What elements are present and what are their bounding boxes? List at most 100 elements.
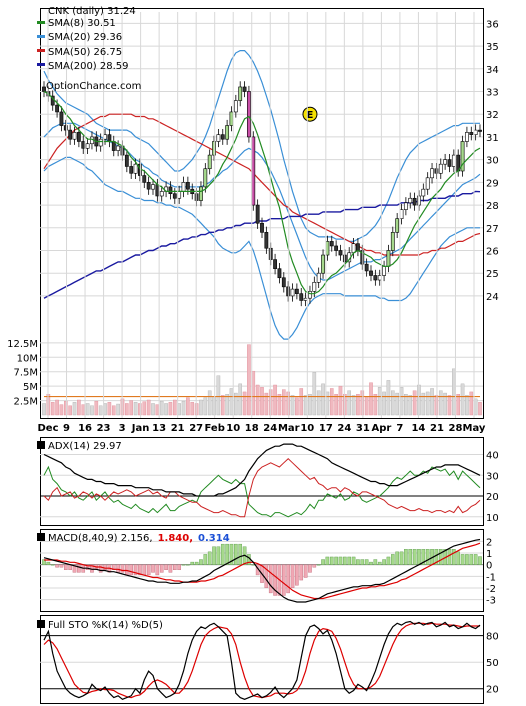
macd-histogram-bar: [273, 564, 277, 596]
adx-tick-label: 10: [486, 513, 499, 524]
volume-bar: [94, 400, 99, 416]
volume-bar: [438, 390, 443, 416]
macd-histogram-bar: [295, 564, 299, 586]
candle-body: [168, 186, 173, 195]
macd-histogram-bar: [207, 551, 212, 565]
candle-body: [460, 141, 465, 172]
candle-body: [390, 232, 395, 251]
price-tick-label: 29: [486, 178, 499, 189]
volume-bar: [469, 391, 474, 416]
stoch-k-line: [43, 620, 481, 700]
candle-body: [395, 218, 400, 233]
candle-body: [478, 129, 482, 132]
candle-body: [290, 288, 295, 297]
macd-histogram-bar: [46, 561, 51, 565]
volume-bar: [321, 383, 325, 416]
macd-histogram-bar: [364, 559, 369, 565]
volume-bar: [98, 405, 103, 416]
price-tick-label: 27: [486, 224, 499, 235]
x-tick-label: Dec: [37, 423, 58, 434]
candle-body: [238, 86, 243, 101]
macd-histogram-bar: [212, 546, 216, 565]
macd-tick-label: -2: [486, 584, 496, 595]
volume-bar: [338, 385, 343, 416]
macd-histogram-bar: [369, 561, 373, 565]
adx-marker: [37, 441, 45, 449]
macd-histogram-bar: [408, 549, 413, 565]
candle-body: [438, 163, 443, 174]
macd-histogram-bar: [238, 543, 243, 565]
candle-body: [247, 91, 251, 138]
candle-body: [220, 134, 225, 140]
candle-body: [264, 232, 269, 249]
candle-body: [76, 132, 81, 142]
volume-bar: [282, 389, 286, 416]
macd-histogram-bar: [103, 564, 107, 571]
volume-bar: [151, 403, 155, 416]
volume-bar: [447, 395, 452, 416]
x-tick-label: 9: [63, 423, 70, 434]
volume-bar: [408, 395, 413, 416]
candle-body: [421, 188, 426, 197]
macd-histogram-bar: [312, 564, 317, 568]
volume-bar: [55, 399, 59, 416]
candle-body: [242, 86, 247, 92]
price-tick-label: 36: [486, 19, 499, 30]
macd-histogram-bar: [164, 564, 168, 571]
candle-body: [403, 202, 408, 210]
volume-bar: [72, 402, 77, 416]
volume-bar: [181, 400, 186, 416]
macd-histogram-bar: [177, 564, 181, 571]
volume-bar: [303, 395, 308, 416]
volume-tick-label: 7.5M: [13, 368, 38, 379]
candle-body: [338, 250, 343, 256]
price-tick-label: 33: [486, 88, 499, 99]
macd-tick-label: 1: [486, 549, 492, 560]
macd-histogram-bar: [168, 564, 173, 573]
macd-histogram-bar: [268, 564, 273, 594]
candle-body: [316, 272, 321, 283]
macd-histogram-bar: [360, 559, 365, 565]
price-tick-label: 24: [486, 292, 499, 303]
candle-body: [111, 141, 116, 151]
volume-bar: [229, 388, 234, 416]
candle-body: [63, 125, 68, 131]
volume-tick-label: 12.5M: [7, 339, 38, 350]
volume-bar: [316, 390, 321, 416]
candle-body: [216, 134, 221, 142]
volume-bar: [63, 400, 68, 416]
volume-bar: [412, 390, 417, 416]
candle-body: [229, 111, 234, 126]
volume-bar: [421, 392, 426, 416]
x-tick-label: 17: [319, 423, 333, 434]
candle-body: [434, 168, 439, 174]
volume-bar: [242, 391, 247, 416]
macd-histogram-bar: [63, 564, 68, 571]
volume-bar: [234, 392, 238, 416]
candle-body: [312, 281, 317, 292]
volume-bar: [386, 380, 391, 416]
volume-bar: [116, 403, 120, 416]
legend-sma8: SMA(8) 30.51: [48, 18, 116, 29]
macd-histogram-bar: [155, 564, 160, 576]
macd-histogram-bar: [391, 554, 395, 565]
volume-bar: [382, 391, 386, 416]
macd-histogram-bar: [190, 561, 195, 565]
x-tick-label: Jan: [131, 423, 150, 434]
macd-histogram-bar: [456, 551, 461, 565]
x-tick-label: 7: [396, 423, 403, 434]
macd-tick-label: -3: [486, 596, 496, 607]
legend-sma50: SMA(50) 26.75: [48, 47, 122, 58]
macd-histogram-bar: [351, 556, 356, 565]
macd-histogram-bar: [334, 556, 338, 565]
macd-histogram-bar: [234, 543, 238, 565]
volume-bar: [329, 388, 334, 416]
volume-bar: [220, 395, 225, 416]
candle-body: [360, 250, 365, 265]
price-tick-label: 28: [486, 201, 499, 212]
volume-bar: [168, 402, 173, 416]
macd-histogram-bar: [125, 564, 129, 576]
candle-body: [351, 243, 356, 254]
candle-body: [443, 159, 448, 165]
